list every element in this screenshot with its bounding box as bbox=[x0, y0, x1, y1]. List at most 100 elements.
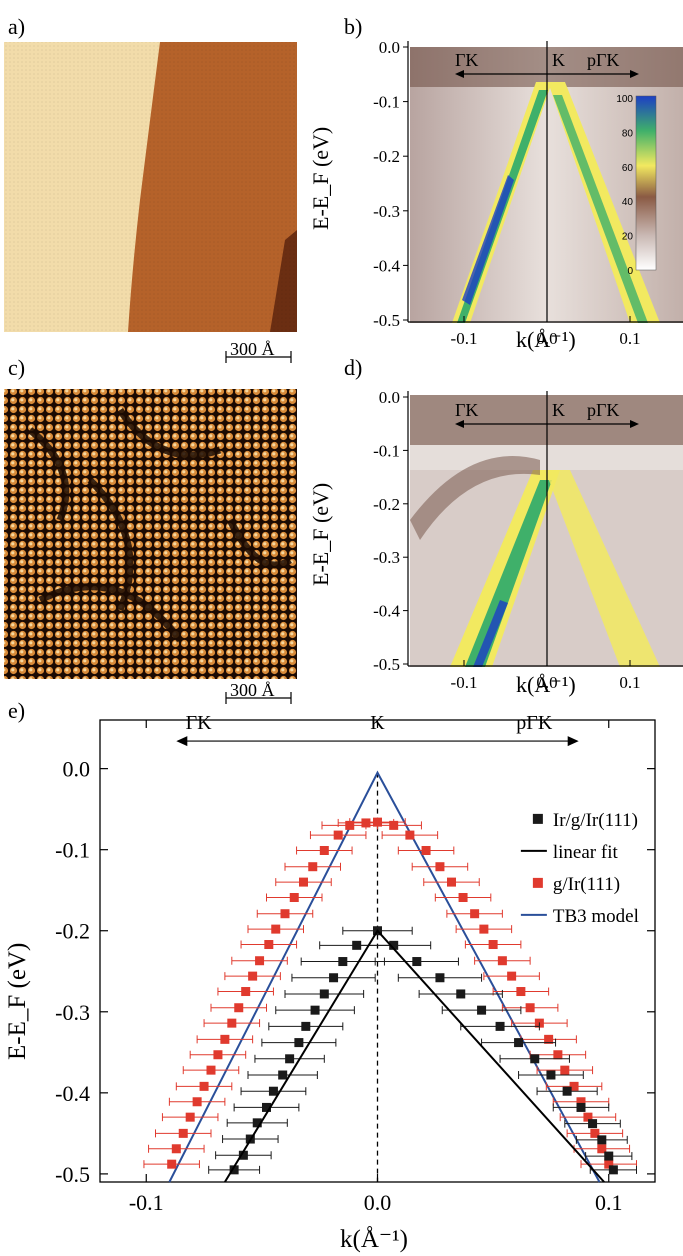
g-ir111-point bbox=[185, 1112, 195, 1122]
g-ir111-point bbox=[405, 830, 415, 840]
panel-b-ytick-label: -0.3 bbox=[373, 202, 400, 221]
panel-b-label-p-gamma-k: pΓK bbox=[587, 50, 619, 70]
ir-g-ir111-point bbox=[562, 1086, 572, 1096]
ir-g-ir111-point bbox=[238, 1150, 248, 1160]
colorbar-tick-label: 0 bbox=[627, 266, 633, 277]
x-tick-label: 0.0 bbox=[364, 1190, 392, 1215]
g-ir111-point bbox=[248, 971, 258, 981]
panel-d-xtick-label: -0.1 bbox=[451, 673, 478, 692]
ir-g-ir111-point bbox=[530, 1054, 540, 1064]
ir-g-ir111-point bbox=[588, 1119, 598, 1129]
ir-g-ir111-point bbox=[412, 957, 422, 967]
legend-label-linear-fit: linear fit bbox=[553, 842, 619, 863]
arrow-head-left bbox=[176, 736, 188, 747]
ir-g-ir111-point bbox=[477, 1005, 487, 1015]
colorbar-tick-label: 20 bbox=[622, 232, 634, 243]
ir-g-ir111-point bbox=[546, 1070, 556, 1080]
ir-g-ir111-point bbox=[310, 1005, 320, 1015]
panel-b-label-gamma-k: ΓK bbox=[455, 50, 478, 70]
panel-b-arrow-head-left bbox=[455, 70, 464, 78]
panel-d-xlabel: k(Å⁻¹) bbox=[516, 672, 576, 697]
panel-a-image bbox=[4, 42, 297, 332]
legend-marker-g-ir111 bbox=[532, 877, 543, 888]
arrow-head-right bbox=[567, 736, 579, 747]
legend-label-g-ir111: g/Ir(111) bbox=[553, 874, 620, 895]
panel-d-xtick-label: 0.0 bbox=[536, 673, 557, 692]
legend-label-tb3: TB3 model bbox=[553, 906, 639, 927]
panel-d-arrow-head-left bbox=[455, 420, 464, 428]
g-ir111-point bbox=[507, 971, 517, 981]
ir-g-ir111-point bbox=[319, 989, 329, 999]
y-tick-label: 0.0 bbox=[63, 757, 91, 782]
g-ir111-point bbox=[206, 1065, 216, 1075]
panel-d-ytick-label: -0.5 bbox=[373, 655, 400, 674]
g-ir111-point bbox=[192, 1097, 202, 1107]
g-ir111-point bbox=[255, 956, 265, 966]
panel-b-ytick-label: -0.5 bbox=[373, 311, 400, 330]
panel-d-xtick-label: 0.1 bbox=[619, 673, 640, 692]
g-ir111-point bbox=[583, 1112, 593, 1122]
g-ir111-point bbox=[167, 1159, 177, 1169]
g-ir111-point bbox=[560, 1065, 570, 1075]
panel-d-label-p-gamma-k: pΓK bbox=[587, 400, 619, 420]
colorbar bbox=[635, 95, 657, 271]
chart-frame bbox=[99, 719, 656, 1183]
g-ir111-point bbox=[319, 845, 329, 855]
g-ir111-point bbox=[470, 909, 480, 919]
panel-d-ytick-label: -0.4 bbox=[373, 602, 400, 621]
panel-b-ytick-label: -0.1 bbox=[373, 93, 400, 112]
panel-b-arrow-head-right bbox=[630, 70, 639, 78]
panel-label-d: d) bbox=[344, 355, 363, 380]
panel-b-ytick-label: -0.2 bbox=[373, 147, 400, 166]
label-gamma-k: ΓK bbox=[186, 712, 213, 734]
colorbar-tick-label: 40 bbox=[622, 197, 634, 208]
g-ir111-point bbox=[488, 940, 498, 950]
g-ir111-point bbox=[479, 924, 489, 934]
panel-d-ytick-label: 0.0 bbox=[379, 388, 400, 407]
g-ir111-point bbox=[458, 893, 468, 903]
legend-label-ir-g-ir111: Ir/g/Ir(111) bbox=[553, 810, 638, 831]
ir-g-ir111-point bbox=[268, 1086, 278, 1096]
scale-bar-c-label: 300 Å bbox=[230, 680, 275, 700]
g-ir111-point bbox=[435, 862, 445, 872]
x-tick-label: -0.1 bbox=[129, 1190, 164, 1215]
panel-b-ytick-label: -0.4 bbox=[373, 256, 400, 275]
ir-g-ir111-point bbox=[576, 1102, 586, 1112]
panel-label-b: b) bbox=[344, 14, 363, 39]
panel-b-label-k: K bbox=[552, 50, 565, 70]
ir-g-ir111-point bbox=[329, 973, 339, 983]
scale-bar-a-label: 300 Å bbox=[230, 339, 275, 359]
panel-label-e: e) bbox=[8, 698, 26, 723]
label-k: K bbox=[370, 712, 385, 734]
ir-g-ir111-point bbox=[285, 1054, 295, 1064]
panel-d-arrow-head-right bbox=[630, 420, 639, 428]
g-ir111-point bbox=[264, 940, 274, 950]
ir-g-ir111-point bbox=[435, 973, 445, 983]
linear-fit-line bbox=[224, 929, 605, 1183]
g-ir111-point bbox=[178, 1128, 188, 1138]
g-ir111-point bbox=[234, 1003, 244, 1013]
scale-bar-c bbox=[225, 692, 292, 704]
ir-g-ir111-point bbox=[278, 1070, 288, 1080]
g-ir111-point bbox=[213, 1050, 223, 1060]
g-ir111-point bbox=[544, 1034, 554, 1044]
g-ir111-point bbox=[171, 1144, 181, 1154]
g-ir111-point bbox=[308, 862, 318, 872]
panel-b-xlabel: k(Å⁻¹) bbox=[516, 327, 576, 352]
g-ir111-point bbox=[525, 1003, 535, 1013]
panel-d-ytick-label: -0.1 bbox=[373, 441, 400, 460]
g-ir111-point bbox=[271, 924, 281, 934]
colorbar-tick-label: 80 bbox=[622, 128, 634, 139]
g-ir111-point bbox=[299, 877, 308, 887]
chart-e-ylabel: E-E_F (eV) bbox=[4, 942, 31, 1060]
legend-marker-ir-g-ir111 bbox=[532, 813, 543, 824]
scale-bar-a bbox=[225, 351, 292, 363]
ir-g-ir111-point bbox=[252, 1118, 262, 1128]
y-tick-label: -0.5 bbox=[55, 1162, 90, 1187]
g-ir111-point bbox=[576, 1097, 586, 1107]
g-ir111-point bbox=[333, 830, 343, 840]
ir-g-ir111-point bbox=[229, 1165, 239, 1175]
y-tick-label: -0.3 bbox=[55, 1000, 90, 1025]
